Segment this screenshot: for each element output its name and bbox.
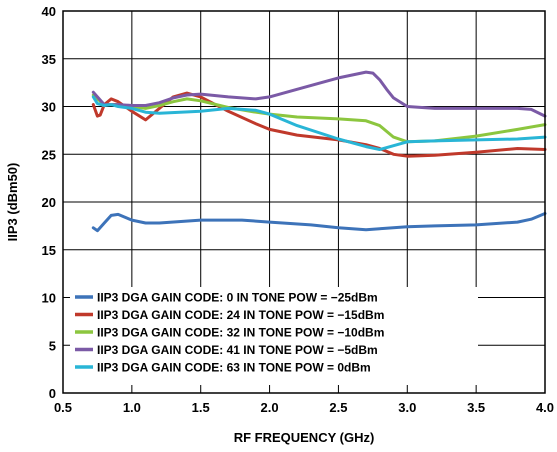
- x-tick-label: 2.5: [329, 400, 347, 415]
- legend: IIP3 DGA GAIN CODE: 0 IN TONE POW = −25d…: [70, 287, 478, 385]
- series-line-2: [91, 91, 547, 158]
- y-tick-label: 10: [42, 291, 56, 306]
- series-line-1: [91, 212, 547, 233]
- y-tick-label: 35: [42, 52, 56, 67]
- series-line-4: [91, 70, 547, 118]
- plot-area-frame: [62, 10, 546, 394]
- x-tick-label: 3.0: [398, 400, 416, 415]
- x-tick-label: 0.5: [54, 400, 72, 415]
- y-tick-label: 5: [49, 338, 56, 353]
- x-tick-label: 3.5: [467, 400, 485, 415]
- x-tick-label: 4.0: [536, 400, 554, 415]
- y-tick-label: 20: [42, 195, 56, 210]
- legend-label-3: IIP3 DGA GAIN CODE: 32 IN TONE POW = −10…: [97, 326, 384, 340]
- series-line-5: [91, 95, 547, 151]
- y-tick-label: 25: [42, 147, 56, 162]
- series-lines: [91, 70, 547, 233]
- y-axis-label: IIP3 (dBm50): [5, 163, 20, 242]
- x-axis-ticks: 0.5 1.0 1.5 2.0 2.5 3.0 3.5 4.0: [54, 400, 554, 415]
- y-tick-label: 15: [42, 243, 56, 258]
- legend-box: [70, 287, 478, 385]
- x-tick-label: 1.0: [123, 400, 141, 415]
- y-axis-ticks: 0 5 10 15 20 25 30 35 40: [42, 4, 56, 401]
- y-tick-label: 30: [42, 100, 56, 115]
- x-tick-label: 2.0: [261, 400, 279, 415]
- x-axis-label: RF FREQUENCY (GHz): [234, 430, 375, 445]
- y-tick-label: 40: [42, 4, 56, 19]
- legend-label-5: IIP3 DGA GAIN CODE: 63 IN TONE POW = 0dB…: [97, 361, 371, 375]
- legend-label-2: IIP3 DGA GAIN CODE: 24 IN TONE POW = −15…: [97, 308, 384, 322]
- legend-label-4: IIP3 DGA GAIN CODE: 41 IN TONE POW = −5d…: [97, 343, 378, 357]
- x-tick-label: 1.5: [192, 400, 210, 415]
- legend-label-1: IIP3 DGA GAIN CODE: 0 IN TONE POW = −25d…: [97, 291, 378, 305]
- y-tick-label: 0: [49, 386, 56, 401]
